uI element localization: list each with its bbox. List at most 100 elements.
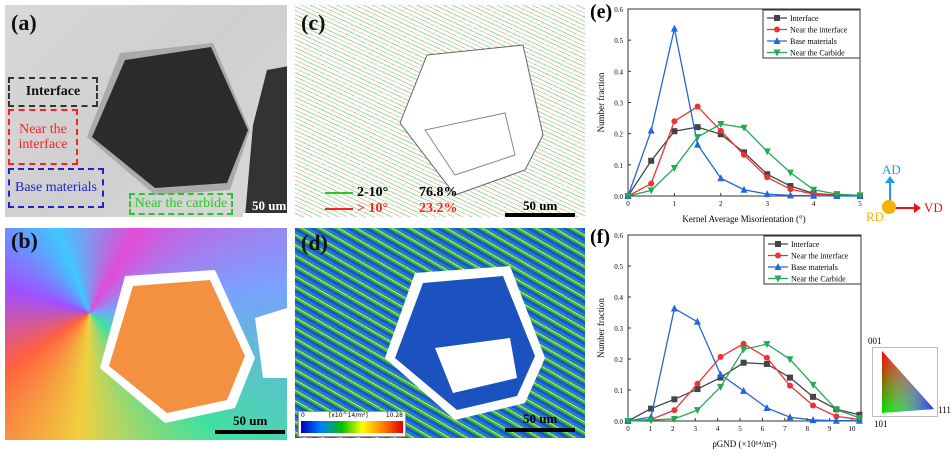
legend-low-angle-range: 2-10° bbox=[357, 185, 389, 200]
data-point bbox=[694, 103, 701, 110]
legend-marker bbox=[773, 49, 781, 57]
scale-bar-label-d: 50 um bbox=[523, 411, 558, 426]
x-tick-label: 0 bbox=[626, 425, 630, 433]
data-point bbox=[717, 383, 725, 391]
x-tick-label: 4 bbox=[812, 200, 816, 208]
colorbar-min: 0 bbox=[301, 412, 305, 419]
data-point bbox=[740, 386, 748, 394]
data-point bbox=[740, 340, 747, 347]
y-tick-label: 0.5 bbox=[614, 37, 623, 45]
y-tick-label: 0.4 bbox=[614, 294, 623, 302]
y-tick-label: 0.0 bbox=[614, 193, 623, 201]
legend-line-green bbox=[325, 192, 353, 194]
data-point bbox=[763, 190, 771, 198]
series-line bbox=[627, 123, 861, 197]
data-point bbox=[648, 405, 655, 412]
y-tick-label: 0.6 bbox=[614, 6, 623, 14]
data-point bbox=[763, 148, 771, 156]
legend-high-angle-percent: 23.2% bbox=[419, 201, 458, 216]
data-point bbox=[670, 24, 678, 32]
legend: Interface Near the interface Base material… bbox=[763, 235, 862, 285]
rd-dot bbox=[882, 200, 896, 214]
data-point bbox=[670, 304, 678, 312]
data-point bbox=[856, 192, 864, 200]
data-point bbox=[717, 131, 724, 138]
data-point bbox=[855, 414, 863, 422]
legend-entry: Interface bbox=[790, 14, 819, 23]
legend-low-angle-percent: 76.8% bbox=[419, 185, 458, 200]
data-point bbox=[694, 386, 701, 393]
legend-marker bbox=[774, 15, 780, 21]
data-point bbox=[809, 381, 817, 389]
y-tick-label: 0.0 bbox=[614, 418, 623, 426]
colorbar-gradient bbox=[301, 421, 403, 433]
data-point bbox=[647, 187, 655, 195]
data-point bbox=[717, 174, 725, 182]
carbide-particle bbox=[87, 43, 287, 217]
y-axis-label: Number fraction bbox=[596, 298, 606, 358]
vd-arrow-head bbox=[914, 203, 921, 213]
legend-entry: Interface bbox=[791, 240, 820, 249]
scale-bar-label-a: 50 um bbox=[252, 198, 287, 213]
data-point bbox=[741, 151, 747, 158]
y-tick-label: 0.1 bbox=[614, 387, 623, 395]
legend-high-angle-range: > 10° bbox=[357, 201, 389, 216]
x-tick-label: 4 bbox=[716, 425, 720, 433]
x-tick-label: 2 bbox=[719, 200, 723, 208]
colorbar-max: 10.28 bbox=[385, 412, 403, 419]
panel-label: (f) bbox=[590, 226, 610, 248]
data-point bbox=[786, 413, 794, 421]
legend-marker bbox=[774, 26, 780, 33]
legend-entry: Near the Carbide bbox=[790, 49, 845, 58]
ipf-label-111: 111 bbox=[938, 405, 951, 415]
y-tick-label: 0.2 bbox=[614, 131, 623, 139]
carbide-region-b bbox=[100, 270, 287, 423]
data-point bbox=[764, 171, 771, 178]
boundary-legend: 2-10° 76.8% > 10° 23.2% bbox=[325, 185, 458, 217]
data-point bbox=[810, 191, 818, 199]
ipf-frame bbox=[872, 347, 938, 417]
legend-marker bbox=[774, 263, 782, 270]
carbide-region-d bbox=[385, 266, 545, 420]
data-point bbox=[740, 185, 748, 193]
y-tick-label: 0.6 bbox=[614, 232, 623, 240]
data-point bbox=[648, 180, 655, 187]
panel-label-c: (c) bbox=[301, 10, 326, 35]
data-point bbox=[740, 359, 747, 366]
legend-entry: Near the interface bbox=[790, 26, 848, 35]
region-box-near-interface: Near the interface bbox=[8, 109, 78, 165]
x-tick-label: 6 bbox=[761, 425, 765, 433]
data-point bbox=[833, 413, 840, 420]
ad-label: AD bbox=[882, 162, 901, 177]
panel-c-boundary-map: (c) 2-10° 76.8% > 10° 23.2% 50 um bbox=[295, 5, 585, 217]
legend-low-angle: 2-10° 76.8% bbox=[325, 185, 458, 201]
data-point bbox=[670, 164, 678, 172]
series-interface bbox=[625, 359, 863, 424]
chart-e: (e) 0.0 0.1 0.2 0.3 0.4 0.5 0.6 0 1 2 3 4 5 Kernel Ave… bbox=[590, 1, 864, 224]
data-point bbox=[693, 317, 701, 325]
data-point bbox=[671, 128, 678, 135]
scale-bar-d bbox=[505, 428, 575, 432]
x-axis-label: Kernel Average Misorientation (°) bbox=[682, 214, 805, 224]
series-line bbox=[627, 126, 861, 197]
data-point bbox=[763, 403, 771, 411]
data-point bbox=[786, 356, 794, 364]
panel-d-gnd-map: (d) 0 [x10^14/m²] 10.28 50 um bbox=[295, 228, 585, 438]
x-tick-label: 1 bbox=[673, 200, 677, 208]
y-tick-label: 0.3 bbox=[614, 325, 623, 333]
y-tick-label: 0.2 bbox=[614, 356, 623, 364]
data-point bbox=[787, 183, 794, 190]
data-point bbox=[810, 402, 817, 409]
scale-bar-label-c: 50 um bbox=[523, 198, 558, 213]
legend-marker bbox=[773, 37, 781, 44]
data-point bbox=[763, 341, 771, 349]
data-point bbox=[694, 140, 702, 148]
legend-marker bbox=[775, 241, 781, 247]
series-near-the-interface bbox=[625, 340, 863, 424]
data-point bbox=[647, 417, 655, 425]
region-box-near-carbide: Near the carbide bbox=[129, 193, 233, 215]
chart-f: (f) 0.0 0.1 0.2 0.3 0.4 0.5 0.6 0 1 2 3 4 5 6 7 8 9 10 ρGND… bbox=[590, 226, 863, 449]
data-point bbox=[694, 380, 701, 387]
x-tick-label: 3 bbox=[765, 200, 769, 208]
